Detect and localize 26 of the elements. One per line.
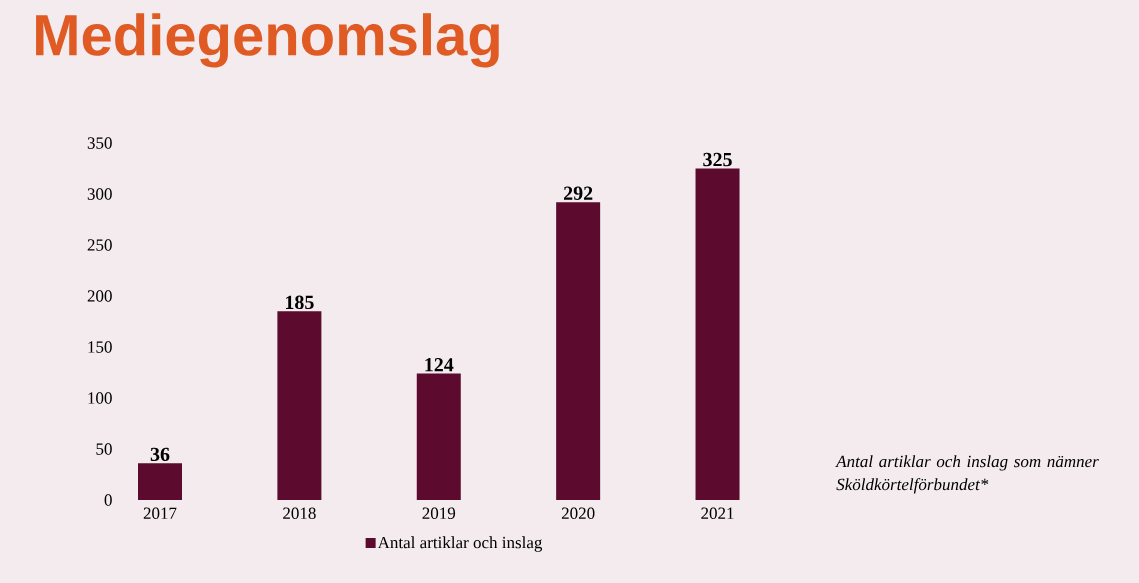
data-label: 292 — [564, 186, 593, 200]
bar — [138, 463, 183, 500]
data-label: 36 — [150, 447, 170, 462]
bar — [556, 202, 601, 500]
y-tick-label: 200 — [87, 290, 112, 302]
x-tick-label: 2021 — [701, 507, 734, 520]
x-tick-label: 2018 — [283, 507, 316, 520]
x-tick-label: 2019 — [422, 507, 456, 520]
x-tick-label: 2017 — [143, 507, 177, 520]
legend-label: Antal artiklar och inslag — [377, 536, 543, 552]
y-tick-label: 300 — [87, 188, 112, 200]
bar — [277, 311, 322, 500]
y-tick-label: 100 — [88, 392, 112, 404]
y-tick-label: 250 — [87, 239, 112, 251]
bar — [695, 168, 740, 500]
y-tick-label: 350 — [87, 137, 112, 149]
data-label: 185 — [285, 295, 314, 310]
text: Antal artiklar och inslag som nämner Sköldkörtelförbundet* — [835, 455, 1099, 494]
x-tick-label: 2020 — [561, 507, 595, 520]
y-tick-label: 150 — [88, 341, 112, 353]
chart-title: Mediegenomslag — [36, 13, 499, 68]
bar — [416, 373, 461, 500]
data-label: 325 — [703, 152, 732, 167]
y-tick-label: 0 — [104, 494, 112, 506]
data-label: 124 — [425, 358, 454, 372]
y-tick-label: 50 — [96, 443, 112, 455]
